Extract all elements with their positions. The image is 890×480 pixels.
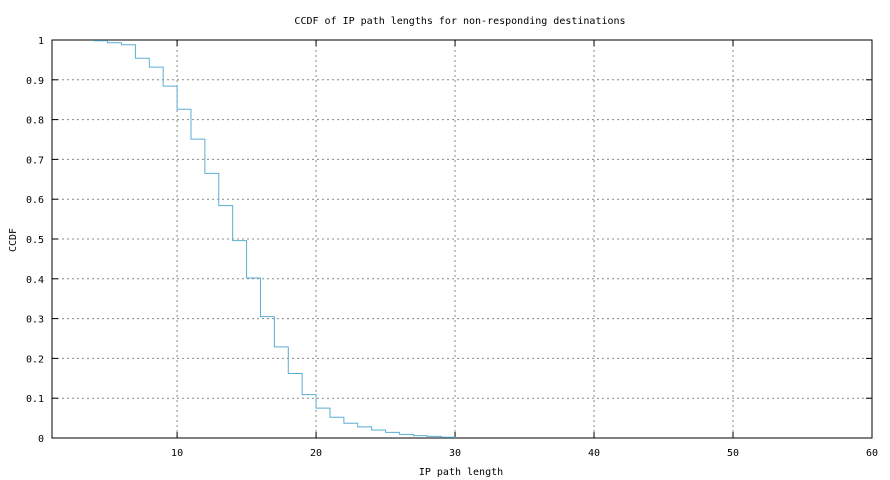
ccdf-step-line: [93, 40, 456, 438]
y-tick-label: 0.9: [26, 76, 44, 87]
y-tick-label: 0.6: [26, 195, 44, 206]
axis-ticks: 0 0.1 0.2 0.3 0.4 0.5 0.6 0.7 0.8 0.9 1 10 20 30 40 50 6…: [26, 36, 878, 459]
x-tick-label: 20: [310, 448, 322, 459]
grid: [52, 40, 872, 438]
y-tick-label: 0.3: [26, 315, 44, 326]
plot-frame: [51, 39, 873, 439]
x-tick-label: 30: [449, 448, 461, 459]
y-tick-label: 0.2: [26, 354, 44, 365]
y-tick-label: 0: [38, 434, 44, 445]
y-tick-label: 0.4: [26, 275, 44, 286]
y-tick-label: 0.1: [26, 394, 44, 405]
chart-title: CCDF of IP path lengths for non-respondi…: [294, 16, 625, 27]
y-tick-label: 0.5: [26, 235, 44, 246]
x-tick-label: 60: [866, 448, 878, 459]
y-tick-label: 0.8: [26, 116, 44, 127]
x-axis-title: IP path length: [419, 467, 503, 478]
x-tick-label: 40: [588, 448, 600, 459]
y-tick-label: 0.7: [26, 155, 44, 166]
x-tick-label: 50: [727, 448, 739, 459]
y-axis-title: CCDF: [8, 228, 19, 252]
y-tick-label: 1: [38, 36, 44, 47]
x-tick-label: 10: [171, 448, 183, 459]
